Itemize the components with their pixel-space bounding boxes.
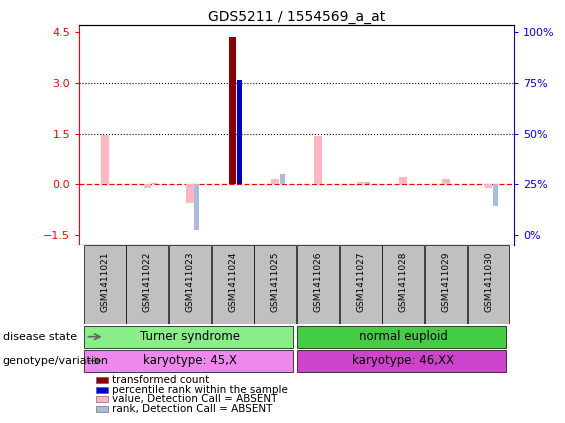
Bar	[280, 174, 285, 184]
Bar	[151, 183, 157, 184]
Bar	[314, 136, 322, 184]
Text: GSM1411029: GSM1411029	[441, 252, 450, 312]
Text: GSM1411021: GSM1411021	[100, 252, 109, 312]
Bar	[186, 184, 194, 203]
Bar	[297, 245, 339, 324]
Text: GSM1411026: GSM1411026	[314, 252, 323, 312]
Bar	[84, 245, 125, 324]
Bar	[127, 245, 168, 324]
Bar	[101, 135, 108, 184]
Bar	[383, 245, 424, 324]
Bar	[237, 80, 242, 184]
Bar	[254, 245, 296, 324]
Text: GSM1411028: GSM1411028	[399, 252, 408, 312]
Text: percentile rank within the sample: percentile rank within the sample	[112, 385, 288, 395]
Text: normal euploid: normal euploid	[359, 330, 447, 343]
Text: Turner syndrome: Turner syndrome	[140, 330, 240, 343]
Bar	[212, 245, 254, 324]
Text: GSM1411024: GSM1411024	[228, 252, 237, 312]
Text: genotype/variation: genotype/variation	[3, 356, 109, 366]
Bar	[493, 184, 498, 206]
Text: GSM1411025: GSM1411025	[271, 252, 280, 312]
Bar	[399, 177, 407, 184]
Text: GSM1411022: GSM1411022	[143, 252, 152, 312]
Bar	[297, 326, 506, 348]
Bar	[229, 37, 237, 184]
Text: transformed count: transformed count	[112, 375, 209, 385]
Bar	[144, 184, 151, 189]
Bar	[468, 245, 510, 324]
Bar	[357, 182, 364, 184]
Text: rank, Detection Call = ABSENT: rank, Detection Call = ABSENT	[112, 404, 272, 414]
Bar	[194, 184, 199, 230]
Bar	[169, 245, 211, 324]
Bar	[365, 182, 370, 184]
Bar	[271, 179, 279, 184]
Text: GSM1411027: GSM1411027	[356, 252, 365, 312]
Bar	[425, 245, 467, 324]
Bar	[442, 179, 450, 184]
Text: GSM1411023: GSM1411023	[185, 252, 194, 312]
Bar	[485, 184, 493, 189]
Bar	[340, 245, 381, 324]
Bar	[84, 326, 293, 348]
Text: GSM1411030: GSM1411030	[484, 252, 493, 312]
Title: GDS5211 / 1554569_a_at: GDS5211 / 1554569_a_at	[208, 10, 385, 25]
Bar	[297, 350, 506, 372]
Text: value, Detection Call = ABSENT: value, Detection Call = ABSENT	[112, 394, 277, 404]
Text: karyotype: 45,X: karyotype: 45,X	[143, 354, 237, 367]
Text: disease state: disease state	[3, 332, 77, 342]
Text: karyotype: 46,XX: karyotype: 46,XX	[352, 354, 454, 367]
Bar	[84, 350, 293, 372]
